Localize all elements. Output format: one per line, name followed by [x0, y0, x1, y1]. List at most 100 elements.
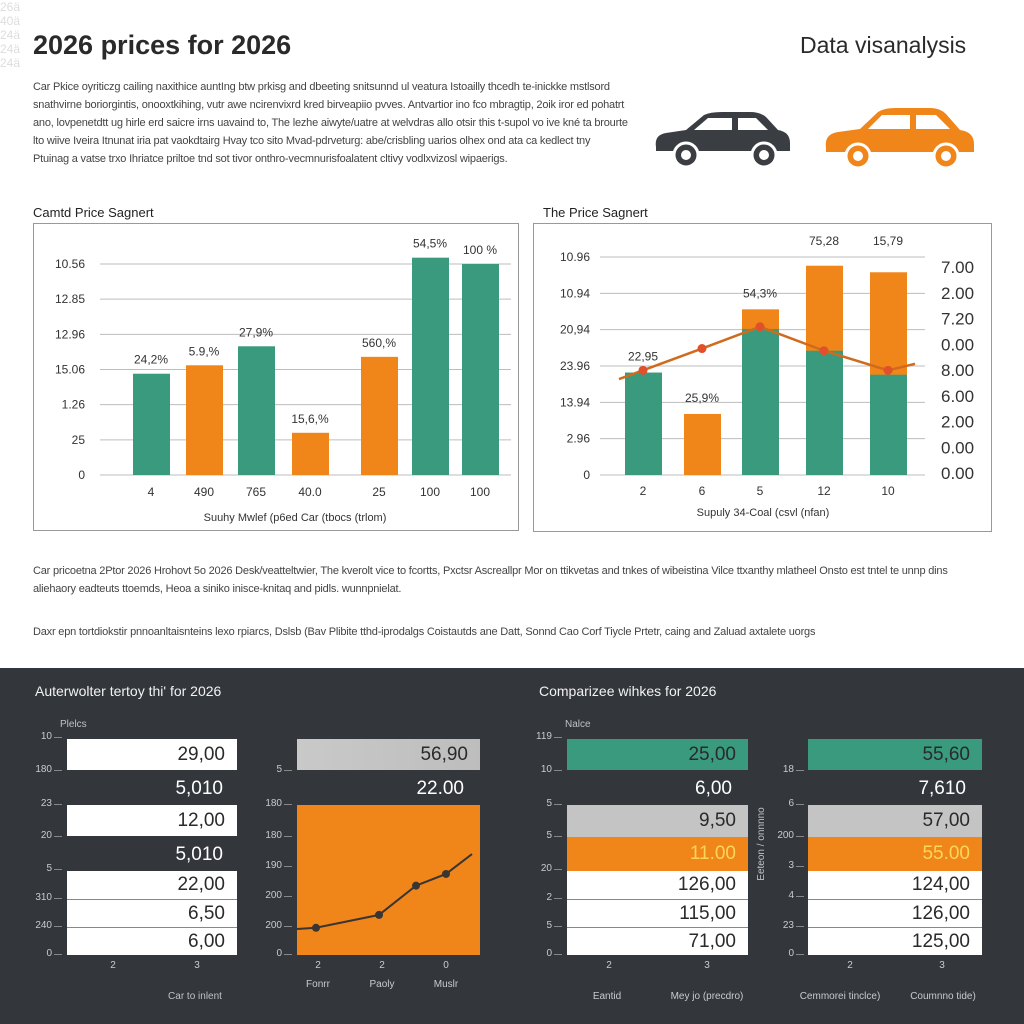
tick-mark: [284, 896, 292, 897]
line-marker: [312, 923, 320, 932]
y-tick-label: 200: [265, 920, 282, 931]
value-box: 25,00: [567, 739, 748, 770]
y2-tick-label: 6.00: [941, 387, 974, 406]
y-tick-label: 10.94: [560, 286, 590, 300]
left-panel-title: Auterwolter tertoy thi' for 2026: [35, 683, 222, 699]
tick-mark: [284, 926, 292, 927]
y-tick-label: 3: [788, 860, 794, 871]
x-tick-label: 100: [470, 485, 490, 499]
line-marker: [755, 322, 765, 332]
value-box: 22,00: [67, 871, 237, 899]
x-axis-title: Supuly 34-Coal (csvl (nfan): [697, 507, 830, 519]
bar-chart-1: 0 25 1.26 15.06 12.96 12.85 10.56 24,2% 4 5.9,% 49…: [33, 223, 519, 531]
x-category-label: Eantid: [592, 991, 622, 1002]
data-label: 22,95: [628, 350, 658, 364]
tick-mark: [284, 954, 292, 955]
y-tick-label: 13.94: [560, 395, 590, 409]
y-tick-label: 180: [265, 830, 282, 841]
tick-mark: [284, 804, 292, 805]
right-panel-axis-title: Nalce: [565, 719, 591, 730]
y-tick-label: 20: [540, 863, 552, 874]
bar-green: [625, 372, 662, 475]
tick-mark: [54, 898, 62, 899]
tick-mark: [554, 869, 562, 870]
x-tick-label: 2: [640, 484, 647, 498]
line-marker: [638, 365, 648, 375]
tick-mark: [54, 836, 62, 837]
x-category-label: Cemmorei tinclce): [799, 991, 881, 1002]
y-tick-label: 10.96: [560, 250, 590, 264]
x-tick-label: 100: [420, 485, 440, 499]
y-tick-label: 10.56: [55, 257, 85, 271]
y-tick-label: 18: [782, 764, 794, 775]
row-value: 7,610: [918, 778, 966, 799]
value-box: 71,00: [567, 927, 748, 955]
bar-green: [870, 374, 907, 475]
value-box: 6,00: [67, 927, 237, 955]
y-tick-label: 200: [777, 830, 794, 841]
line-marker: [883, 365, 893, 375]
row-label: 24ä: [0, 28, 21, 42]
line-marker: [412, 881, 420, 890]
data-label: 24,2%: [134, 353, 168, 367]
x-tick-label: 25: [372, 485, 386, 499]
y-tick-label: 180: [35, 764, 52, 775]
y-tick-label: 0: [46, 948, 52, 959]
y2-tick-label: 2.00: [941, 284, 974, 303]
data-label: 54,3%: [743, 286, 777, 300]
bar: [133, 373, 170, 475]
tick-mark: [554, 836, 562, 837]
value-box: 126,00: [567, 871, 748, 899]
x-tick-label: 2: [379, 960, 385, 971]
data-label: 15,6,%: [291, 412, 329, 426]
y2-tick-label: 2.00: [941, 413, 974, 432]
tick-mark: [284, 866, 292, 867]
bar: [292, 432, 329, 475]
tick-mark: [554, 737, 562, 738]
value-box: 125,00: [808, 927, 982, 955]
y-tick-label: 20: [40, 830, 52, 841]
y2-tick-label: 0.00: [941, 335, 974, 354]
x-tick-label: 2: [847, 960, 853, 971]
combo-chart-2: 0 2.96 13.94 23.96 20,94 10.94 10.96 7.00 2.00 7.…: [533, 223, 992, 532]
tick-mark: [284, 770, 292, 771]
data-label: 100 %: [463, 243, 497, 257]
y-tick-label: 1.26: [62, 398, 86, 412]
y-tick-label: 15.06: [55, 363, 85, 377]
y2-tick-label: 7.20: [941, 310, 974, 329]
y-tick-label: 5: [546, 830, 552, 841]
row-value: 5,010: [175, 844, 223, 865]
y2-tick-label: 8.00: [941, 361, 974, 380]
x-tick-label: 2: [110, 960, 116, 971]
y-tick-label: 190: [265, 860, 282, 871]
y-tick-label: 0: [583, 468, 590, 482]
chart-frame: [533, 223, 992, 532]
row-value: 6,00: [695, 778, 732, 799]
value-box: 56,90: [297, 739, 480, 770]
tick-mark: [796, 866, 804, 867]
x-tick-label: 490: [194, 485, 214, 499]
line-marker: [697, 344, 707, 354]
data-label: 25,9%: [685, 391, 719, 405]
value-box: 124,00: [808, 871, 982, 899]
bar-green: [806, 350, 843, 475]
x-tick-label: 10: [881, 484, 895, 498]
x-tick-label: 5: [757, 484, 764, 498]
data-label: 5.9,%: [189, 344, 220, 358]
bar: [186, 365, 223, 475]
right-panel-title: Comparizee wihkes for 2026: [539, 683, 717, 699]
tick-mark: [796, 804, 804, 805]
line-marker: [442, 869, 450, 878]
data-label: 75,28: [809, 234, 839, 248]
y-tick-label: 180: [265, 798, 282, 809]
value-box: 55.00: [808, 837, 982, 871]
bar: [238, 346, 275, 475]
x-tick-label: 2: [315, 960, 321, 971]
y-tick-label: 0: [546, 948, 552, 959]
orange-area-panel: [297, 805, 480, 955]
y2-tick-label: 7.00: [941, 258, 974, 277]
y-tick-label: 310: [35, 892, 52, 903]
row-label: 26ä: [0, 0, 21, 14]
y-tick-label: 5: [46, 863, 52, 874]
x-tick-label: 3: [939, 960, 945, 971]
